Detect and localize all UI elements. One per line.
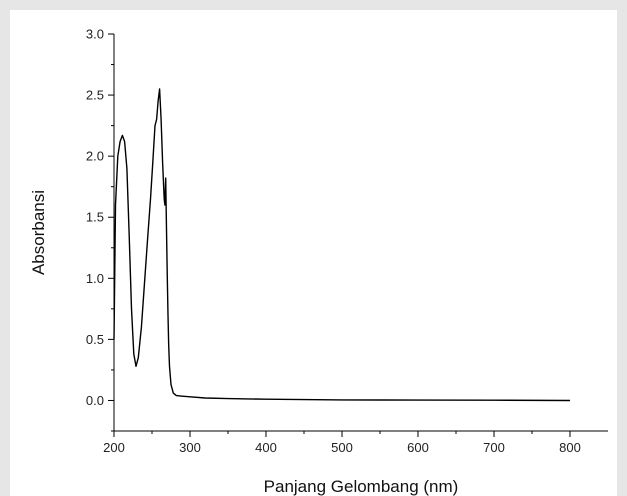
x-tick-label: 500 — [331, 440, 353, 455]
x-tick-label: 600 — [407, 440, 429, 455]
y-tick-label: 3.0 — [86, 27, 104, 42]
chart-frame: 200 300 400 500 600 700 800 0.0 0.5 1.0 1.5 2.0 2.5 3… — [10, 10, 617, 496]
x-tick-label: 700 — [483, 440, 505, 455]
x-tick-label: 400 — [255, 440, 277, 455]
y-tick-label: 1.0 — [86, 271, 104, 286]
spectrum-line — [113, 88, 571, 402]
plot-area — [113, 88, 571, 402]
x-tick-label: 300 — [179, 440, 201, 455]
ticks: 200 300 400 500 600 700 800 0.0 0.5 1.0 1.5 2.0 2.5 3… — [86, 27, 581, 456]
x-tick-label: 800 — [559, 440, 581, 455]
axes — [113, 34, 608, 432]
y-axis-title: Absorbansi — [29, 190, 48, 275]
x-tick-label: 200 — [103, 440, 125, 455]
y-tick-label: 1.5 — [86, 210, 104, 225]
x-axis-title: Panjang Gelombang (nm) — [264, 477, 459, 496]
y-tick-label: 0.0 — [86, 393, 104, 408]
y-tick-label: 2.5 — [86, 88, 104, 103]
y-tick-label: 2.0 — [86, 149, 104, 164]
spectrum-chart: 200 300 400 500 600 700 800 0.0 0.5 1.0 1.5 2.0 2.5 3… — [29, 27, 608, 496]
y-tick-label: 0.5 — [86, 332, 104, 347]
